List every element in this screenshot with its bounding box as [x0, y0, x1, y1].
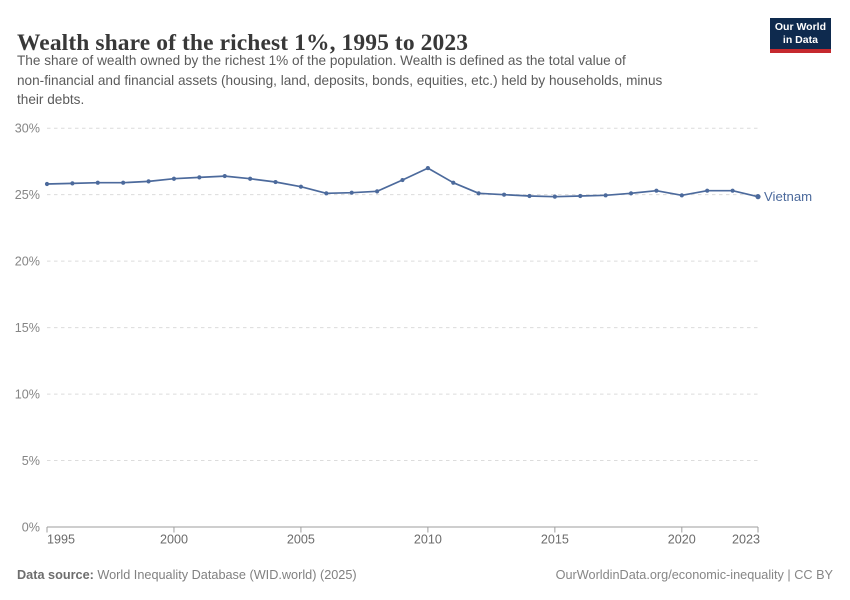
x-axis-tick-label: 2005: [287, 533, 315, 547]
x-axis-tick-label: 2023: [732, 533, 760, 547]
data-source-text[interactable]: World Inequality Database (WID.world) (2…: [93, 568, 357, 582]
data-point-2001[interactable]: [197, 175, 202, 180]
data-point-2019[interactable]: [654, 188, 659, 193]
data-point-2020[interactable]: [679, 193, 684, 198]
chart-footer: Data source: World Inequality Database (…: [17, 568, 833, 582]
data-point-2005[interactable]: [298, 184, 304, 189]
data-point-2004[interactable]: [273, 179, 278, 185]
data-point-1996[interactable]: [70, 181, 75, 186]
data-point-1999[interactable]: [146, 179, 151, 184]
data-point-2007[interactable]: [349, 190, 354, 195]
x-axis-tick-label: 2000: [160, 533, 188, 547]
data-point-2022[interactable]: [730, 188, 735, 193]
data-line-vietnam[interactable]: [46, 167, 759, 198]
data-point-2011[interactable]: [451, 180, 456, 185]
data-point-2000[interactable]: [171, 176, 177, 181]
y-axis-tick-label: 5%: [22, 454, 40, 468]
chart-subtitle: The share of wealth owned by the richest…: [17, 51, 662, 110]
data-point-2003[interactable]: [248, 176, 253, 181]
y-axis-tick-label: 30%: [15, 122, 40, 136]
data-point-2009[interactable]: [400, 177, 405, 183]
data-point-2016[interactable]: [578, 193, 583, 199]
y-axis-tick-label: 0%: [22, 521, 40, 535]
owid-logo-line1: Our World: [774, 21, 826, 33]
owid-logo-line2: in Data: [782, 33, 818, 46]
data-point-2023[interactable]: [755, 194, 761, 200]
x-axis-tick-label: 2020: [668, 533, 696, 547]
data-point-2014[interactable]: [527, 193, 532, 199]
y-axis-tick-label: 15%: [15, 321, 40, 335]
series-label-vietnam[interactable]: Vietnam: [764, 189, 812, 204]
owid-logo[interactable]: Our World in Data: [769, 18, 831, 53]
data-point-2002[interactable]: [222, 173, 227, 179]
x-axis-tick-label: 1995: [47, 533, 75, 547]
data-point-1995[interactable]: [44, 181, 50, 187]
rights-note[interactable]: OurWorldinData.org/economic-inequality |…: [555, 568, 833, 582]
x-axis-tick-label: 2010: [414, 533, 442, 547]
data-point-2013[interactable]: [501, 192, 507, 197]
subtitle-line: their debts.: [17, 92, 85, 107]
data-point-2006[interactable]: [324, 191, 329, 196]
data-point-1998[interactable]: [121, 180, 126, 185]
data-point-2012[interactable]: [476, 191, 481, 196]
page-title: Wealth share of the richest 1%, 1995 to …: [17, 29, 469, 56]
y-axis-tick-label: 20%: [15, 255, 40, 269]
subtitle-line: non-financial and financial assets (hous…: [17, 72, 663, 88]
y-axis-tick-label: 25%: [15, 188, 40, 202]
data-point-2017[interactable]: [603, 193, 608, 198]
y-axis-tick-label: 10%: [15, 388, 40, 402]
data-point-1997[interactable]: [95, 180, 100, 185]
subtitle-line: The share of wealth owned by the richest…: [17, 53, 626, 68]
x-axis-tick-label: 2015: [541, 533, 569, 547]
data-point-2008[interactable]: [375, 189, 380, 194]
data-source-note: Data source: World Inequality Database (…: [17, 568, 357, 582]
data-point-2021[interactable]: [705, 188, 710, 193]
data-source-label: Data source:: [17, 568, 94, 582]
data-point-2015[interactable]: [552, 194, 557, 199]
data-point-2010[interactable]: [425, 165, 430, 171]
data-point-2018[interactable]: [628, 191, 634, 196]
